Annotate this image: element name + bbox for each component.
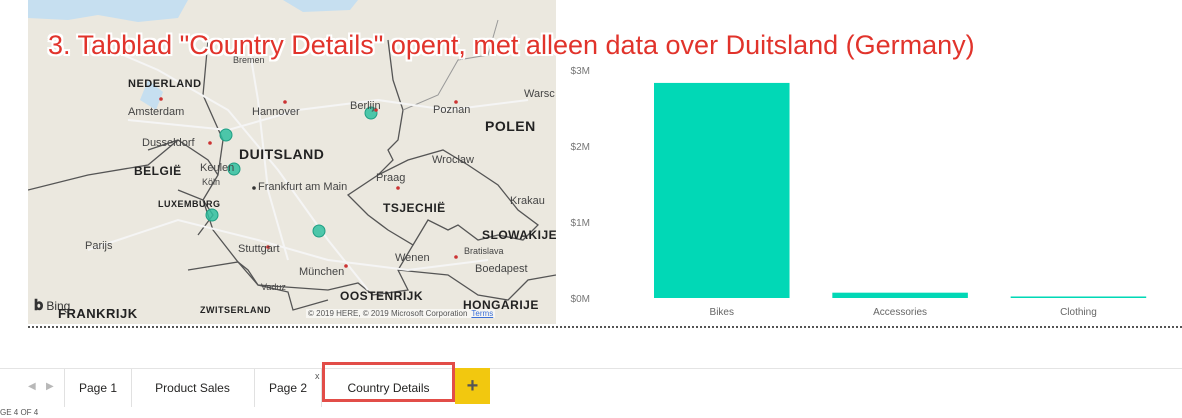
map-label-bremen: Bremen: [233, 55, 265, 65]
copyright-text: © 2019 HERE, © 2019 Microsoft Corporatio…: [308, 309, 468, 318]
map-background: [28, 0, 556, 324]
map-label-tsjechie: TSJECHIË: [383, 201, 446, 215]
map-label-bratislava: Bratislava: [464, 246, 504, 256]
canvas-divider: [28, 326, 1182, 328]
map-copyright: © 2019 HERE, © 2019 Microsoft Corporatio…: [306, 309, 496, 318]
map-label-frankrijk: FRANKRIJK: [58, 306, 138, 321]
map-label-koln: Köln: [202, 177, 221, 187]
map-label-poznan: Poznan: [433, 104, 471, 116]
tab-product-sales[interactable]: Product Sales: [131, 369, 255, 407]
bar-bikes[interactable]: [654, 82, 790, 298]
bar-clothing[interactable]: [1010, 296, 1147, 298]
map-label-krakau: Krakau: [510, 195, 545, 207]
map-label-slowakije: SLOWAKIJE: [482, 228, 556, 242]
y-tick-label: $0M: [571, 294, 590, 305]
map-visual[interactable]: Bremen NEDERLAND Amsterdam Hannover Berl…: [28, 0, 556, 324]
annotation-text: 3. Tabblad "Country Details" opent, met …: [48, 30, 975, 60]
map-label-nederland: NEDERLAND: [128, 78, 202, 90]
terms-link[interactable]: Terms: [471, 309, 494, 318]
map-label-boedapest: Boedapest: [475, 263, 528, 275]
next-page-arrow-icon[interactable]: ▶: [46, 381, 54, 392]
map-label-parijs: Parijs: [85, 240, 113, 252]
map-label-hannover: Hannover: [252, 106, 300, 118]
map-label-berlijn: Berlijn: [350, 100, 381, 112]
map-label-wenen: Wenen: [395, 252, 430, 264]
y-tick-label: $3M: [571, 66, 590, 77]
x-tick-label: Clothing: [1060, 307, 1097, 318]
map-label-belgie: BELGIË: [134, 164, 182, 178]
tab-highlight-box: [322, 362, 455, 402]
page-tab-bar: ◀ ▶ Page 1 Product Sales Page 2 x Countr…: [0, 368, 1182, 407]
y-tick-label: $1M: [571, 218, 590, 229]
tab-page-1[interactable]: Page 1: [64, 369, 132, 407]
x-tick-label: Accessories: [873, 307, 927, 318]
tab-page-2[interactable]: Page 2: [255, 369, 322, 407]
bing-b-icon: 𝐛: [34, 297, 44, 314]
map-label-polen: POLEN: [485, 118, 536, 134]
map-label-frankfurt: Frankfurt am Main: [258, 181, 348, 193]
map-label-wroclaw: Wroclaw: [432, 154, 474, 166]
tab-country-details[interactable]: Country Details: [347, 381, 430, 395]
map-label-vaduz: Vaduz: [261, 282, 286, 292]
prev-page-arrow-icon[interactable]: ◀: [28, 381, 36, 392]
map-label-dusseldorf: Dusseldorf: [142, 137, 195, 149]
map-label-munchen: München: [299, 266, 345, 278]
bing-logo: 𝐛 Bing: [34, 297, 70, 314]
left-margin: [0, 0, 28, 372]
page-indicator: GE 4 OF 4: [0, 408, 39, 417]
map-label-oostenrijk: OOSTENRIJK: [340, 289, 424, 303]
bing-text: Bing: [46, 299, 71, 313]
map-label-stuttgart: Stuttgart: [238, 243, 280, 255]
map-label-warsc: Warsc: [524, 88, 555, 100]
map-label-amsterdam: Amsterdam: [128, 106, 185, 118]
map-label-hongarije: HONGARIJE: [463, 298, 539, 312]
y-tick-label: $2M: [571, 142, 590, 153]
map-label-luxemburg: LUXEMBURG: [158, 199, 221, 209]
map-label-zwitserland: ZWITSERLAND: [200, 305, 271, 315]
bar-chart-svg: $0M $1M $2M $3M Bikes Accessories Clothing: [571, 66, 1147, 318]
map-label-duitsland: DUITSLAND: [239, 146, 325, 162]
bar-chart-visual[interactable]: $0M $1M $2M $3M Bikes Accessories Clothing: [556, 0, 1182, 330]
bar-accessories[interactable]: [832, 292, 968, 298]
x-tick-label: Bikes: [710, 307, 734, 318]
map-label-praag: Praag: [376, 172, 406, 184]
add-page-button[interactable]: +: [455, 368, 490, 404]
map-label-keulen: Keulen: [200, 162, 235, 174]
tab-close-icon[interactable]: x: [315, 371, 320, 381]
